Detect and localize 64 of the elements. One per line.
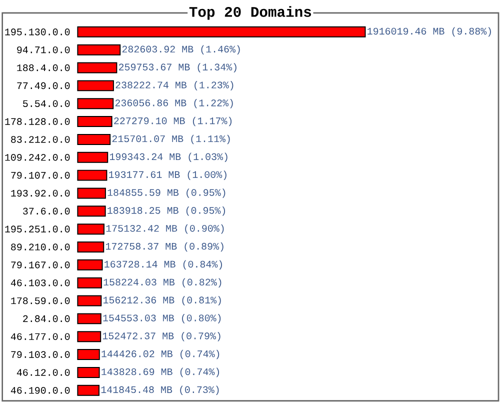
data-label: 282603.92 MB (1.46%) (122, 45, 240, 54)
bar (77, 44, 121, 56)
bar (77, 206, 106, 216)
bar (77, 134, 111, 145)
y-tick-label: 109.242.0.0 (5, 154, 70, 161)
bar (77, 170, 108, 181)
bar (77, 348, 100, 360)
y-tick-label: 89.210.0.0 (11, 243, 70, 250)
data-label: 183918.25 MB (0.95%) (108, 206, 226, 216)
y-tick-label: 195.251.0.0 (5, 226, 70, 232)
data-label: 199343.24 MB (1.03%) (110, 152, 228, 162)
bar (77, 116, 112, 127)
y-tick-label: 193.92.0.0 (11, 190, 70, 196)
data-label: 259753.67 MB (1.34%) (118, 62, 236, 72)
bar (77, 80, 114, 92)
y-tick-label: 79.167.0.0 (11, 261, 70, 268)
data-label: 158224.03 MB (0.82%) (104, 278, 222, 288)
y-tick-label: 46.12.0.0 (16, 368, 70, 376)
bar (77, 62, 118, 74)
bar (77, 188, 106, 199)
bar (77, 259, 103, 270)
y-tick-label: 5.54.0.0 (23, 100, 70, 107)
y-tick-label: 46.190.0.0 (10, 386, 70, 394)
bar (77, 152, 108, 163)
y-tick-label: 79.107.0.0 (11, 172, 70, 179)
y-tick-label: 46.177.0.0 (10, 333, 70, 340)
y-tick-label: 2.84.0.0 (23, 315, 70, 322)
bar (77, 313, 102, 324)
y-tick-label: 94.71.0.0 (17, 46, 70, 54)
data-label: 184855.59 MB (0.95%) (108, 188, 226, 198)
y-tick-label: 46.103.0.0 (10, 279, 70, 286)
data-label: 175132.42 MB (0.90%) (106, 224, 224, 234)
data-label: 144426.02 MB (0.74%) (102, 350, 220, 360)
bar (77, 330, 102, 342)
data-label: 193177.61 MB (1.00%) (109, 170, 226, 180)
data-label: 227279.10 MB (1.17%) (114, 116, 232, 126)
y-tick-label: 188.4.0.0 (17, 64, 70, 72)
y-tick-label: 37.6.0.0 (23, 208, 70, 214)
data-label: 236056.86 MB (1.22%) (115, 98, 233, 108)
data-label: 152472.37 MB (0.79%) (102, 332, 220, 342)
y-tick-label: 178.59.0.0 (11, 297, 70, 304)
data-label: 1916019.46 MB (9.88%) (368, 27, 491, 36)
y-tick-label: 77.49.0.0 (17, 82, 70, 89)
bar (77, 384, 100, 396)
data-label: 163728.14 MB (0.84%) (104, 260, 222, 270)
bar (77, 366, 100, 378)
bar (77, 98, 114, 109)
bar (77, 295, 102, 306)
y-tick-label: 178.128.0.0 (5, 118, 70, 125)
y-tick-label: 83.212.0.0 (11, 136, 70, 143)
data-label: 154553.03 MB (0.80%) (103, 314, 221, 324)
bar (77, 223, 104, 234)
y-tick-label: 195.130.0.0 (5, 28, 70, 36)
data-label: 215701.07 MB (1.11%) (112, 134, 230, 144)
data-label: 143828.69 MB (0.74%) (102, 368, 220, 377)
bar (77, 241, 104, 252)
data-label: 141845.48 MB (0.73%) (101, 386, 219, 395)
bar (77, 26, 366, 38)
chart-title: Top 20 Domains (189, 6, 312, 20)
data-label: 156212.36 MB (0.81%) (103, 296, 221, 306)
data-label: 238222.74 MB (1.23%) (116, 80, 234, 90)
y-tick-label: 79.103.0.0 (11, 350, 70, 358)
data-label: 172758.37 MB (0.89%) (106, 242, 224, 252)
bar (77, 277, 102, 288)
